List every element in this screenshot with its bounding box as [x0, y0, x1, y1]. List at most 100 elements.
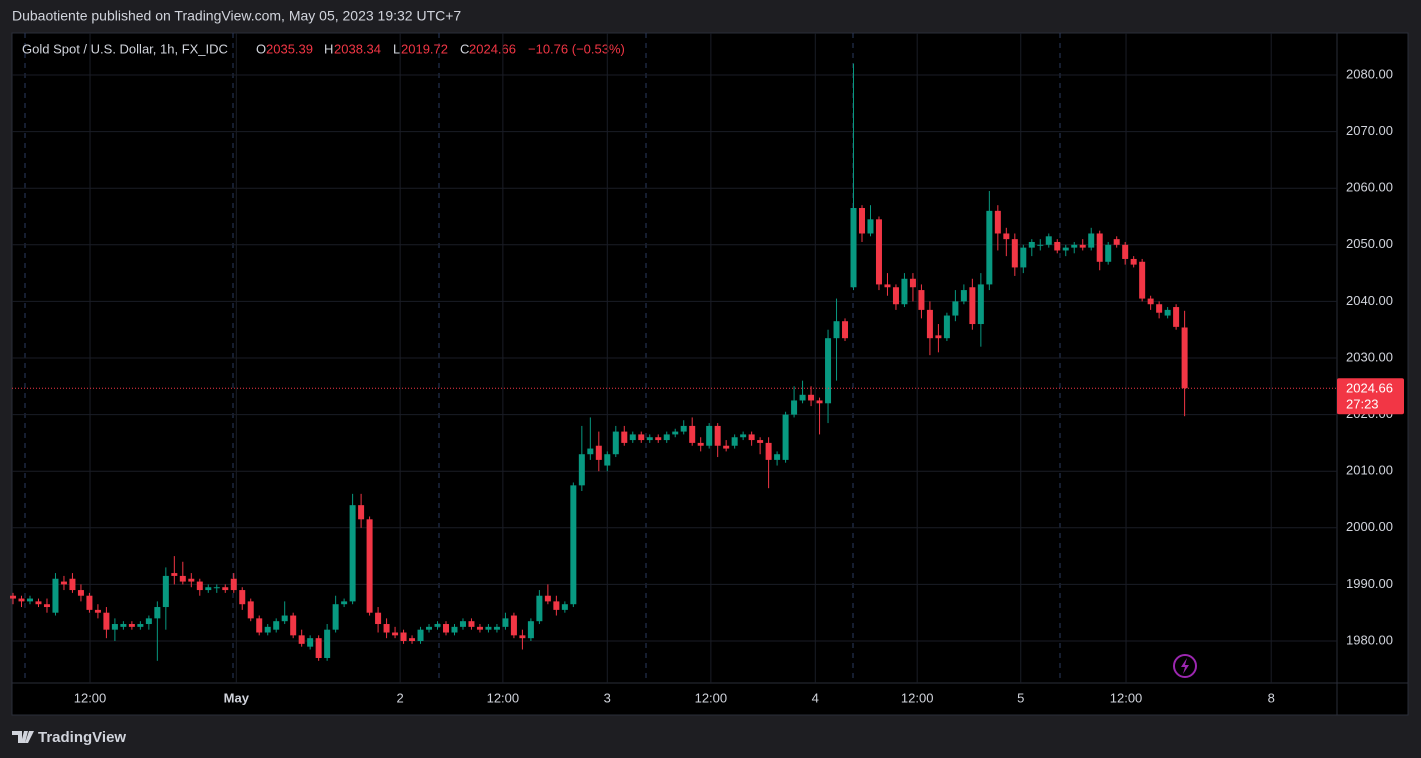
candle-body — [536, 595, 543, 622]
candle-body — [833, 321, 840, 339]
candle-body — [740, 434, 747, 438]
candle-body — [485, 626, 492, 630]
candle-body — [765, 442, 772, 460]
candle-body — [52, 578, 59, 613]
candle-body — [43, 604, 50, 608]
ohlc-value: 2035.39 — [266, 41, 313, 56]
candle-body — [1028, 241, 1035, 248]
candle-body — [646, 437, 653, 441]
candle-body — [1079, 244, 1086, 248]
y-tick-label: 2000.00 — [1346, 519, 1393, 534]
plot-frame — [11, 32, 1409, 716]
candle-body — [1037, 244, 1044, 246]
candle-body — [909, 278, 916, 288]
candle-body — [1011, 239, 1018, 268]
candle-body — [1020, 247, 1027, 268]
x-tick-label: 12:00 — [901, 690, 934, 705]
candle-body — [332, 604, 339, 630]
ohlc-value: 2038.34 — [334, 41, 381, 56]
candle-body — [256, 618, 263, 633]
candle-body — [35, 601, 42, 605]
candle-body — [706, 425, 713, 446]
x-tick-label: 3 — [604, 690, 611, 705]
candle-body — [791, 400, 798, 415]
candle-body — [171, 573, 178, 576]
candle-body — [86, 595, 93, 610]
y-tick-label: 1980.00 — [1346, 632, 1393, 647]
candle-body — [570, 485, 577, 605]
candle-body — [1181, 327, 1188, 389]
candle-body — [18, 598, 25, 602]
x-tick-label: 12:00 — [1110, 690, 1143, 705]
ohlc-letter: O — [256, 41, 266, 56]
candle-body — [154, 607, 161, 619]
candle-body — [1113, 239, 1120, 245]
candle-body — [986, 210, 993, 285]
candle-body — [561, 604, 568, 610]
candle-body — [196, 581, 203, 591]
candle-body — [689, 425, 696, 443]
candle-body — [825, 338, 832, 404]
candle-body — [1156, 304, 1163, 313]
x-tick-label: May — [224, 690, 250, 705]
brand-logo[interactable]: TradingView — [12, 729, 126, 746]
candle-body — [77, 590, 84, 596]
change: −10.76 (−0.53%) — [528, 41, 625, 56]
candle-body — [1164, 309, 1171, 316]
candle-body — [290, 615, 297, 636]
x-tick-label: 12:00 — [695, 690, 728, 705]
candle-body — [926, 309, 933, 339]
x-tick-label: 2 — [397, 690, 404, 705]
candle-body — [892, 287, 899, 305]
x-tick-label: 12:00 — [74, 690, 107, 705]
candle-body — [842, 321, 849, 339]
candle-body — [128, 624, 135, 627]
candle-body — [103, 612, 110, 630]
candle-body — [952, 301, 959, 316]
x-tick-label: 8 — [1268, 690, 1275, 705]
candle-body — [875, 219, 882, 285]
candle-body — [205, 587, 212, 591]
candle-body — [935, 335, 942, 339]
candle-body — [459, 621, 466, 627]
candle-body — [324, 629, 331, 658]
candle-body — [426, 626, 433, 630]
candle-body — [213, 587, 220, 589]
candle-body — [774, 454, 781, 460]
candle-body — [358, 505, 365, 520]
candle-body — [451, 626, 458, 633]
candle-body — [612, 431, 619, 455]
candle-body — [1088, 233, 1095, 248]
candle-body — [1054, 241, 1061, 251]
ohlc-value: 2019.72 — [401, 41, 448, 56]
candle-body — [553, 601, 560, 610]
candle-body — [366, 519, 373, 613]
candle-body — [400, 632, 407, 642]
candle-body — [476, 626, 483, 630]
candle-body — [145, 618, 152, 625]
marks: 1980.001990.002000.002010.002020.002030.… — [10, 33, 1404, 705]
ohlc-value: 2024.66 — [469, 41, 516, 56]
legend: Gold Spot / U.S. Dollar, 1h, FX_IDC O 20… — [22, 41, 625, 56]
alert-icon[interactable] — [1173, 654, 1197, 678]
candle-body — [510, 615, 517, 636]
candle-body — [663, 434, 670, 441]
candle-body — [349, 505, 356, 602]
candle-body — [1147, 298, 1154, 305]
candle-body — [307, 638, 314, 647]
symbol-title: Gold Spot / U.S. Dollar, 1h, FX_IDC — [22, 41, 228, 56]
candle-body — [417, 629, 424, 642]
candle-body — [655, 437, 662, 441]
price-tag-countdown: 27:23 — [1346, 397, 1379, 412]
candle-body — [748, 434, 755, 441]
candle-body — [858, 208, 865, 234]
candle-body — [578, 454, 585, 486]
candle-body — [918, 290, 925, 310]
y-tick-label: 2010.00 — [1346, 463, 1393, 478]
y-tick-label: 2030.00 — [1346, 349, 1393, 364]
candle-body — [26, 598, 33, 602]
candle-body — [519, 635, 526, 639]
price-tag — [1337, 378, 1404, 415]
candle-body — [595, 445, 602, 460]
